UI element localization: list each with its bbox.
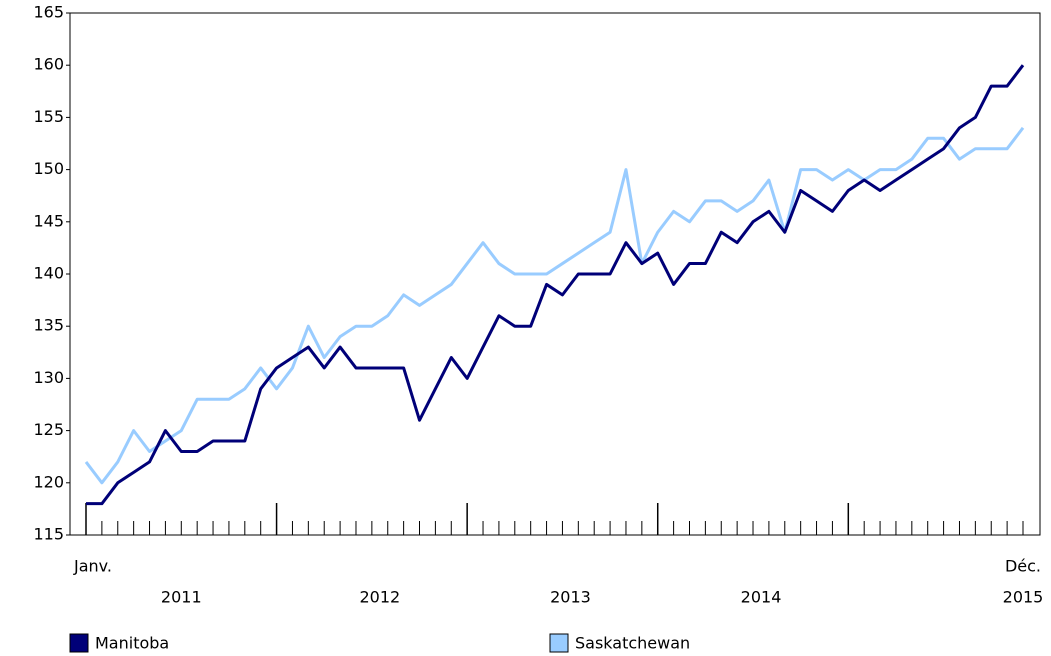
y-tick-label: 140	[33, 264, 64, 283]
legend-label: Saskatchewan	[575, 634, 690, 653]
y-tick-label: 165	[33, 3, 64, 22]
year-label: 2014	[741, 588, 782, 607]
legend-label: Manitoba	[95, 634, 169, 653]
y-tick-label: 135	[33, 316, 64, 335]
series-line	[84, 126, 1025, 485]
legend-swatch	[549, 633, 569, 653]
x-tick-label: Janv.	[73, 557, 112, 576]
plot-frame	[69, 12, 1041, 536]
y-tick-label: 120	[33, 472, 64, 491]
y-tick-label: 155	[33, 107, 64, 126]
year-label: 2012	[360, 588, 401, 607]
y-tick-label: 145	[33, 211, 64, 230]
series-line	[86, 64, 1025, 506]
y-tick-label: 160	[33, 55, 64, 74]
x-tick-label: Déc.	[1005, 557, 1041, 576]
year-label: 2011	[161, 588, 202, 607]
y-tick-label: 130	[33, 368, 64, 387]
y-tick-label: 150	[33, 159, 64, 178]
y-tick-label: 125	[33, 420, 64, 439]
year-label: 2013	[550, 588, 591, 607]
year-label: 2015	[1003, 588, 1044, 607]
y-tick-label: 115	[33, 525, 64, 544]
legend-swatch	[69, 633, 89, 653]
